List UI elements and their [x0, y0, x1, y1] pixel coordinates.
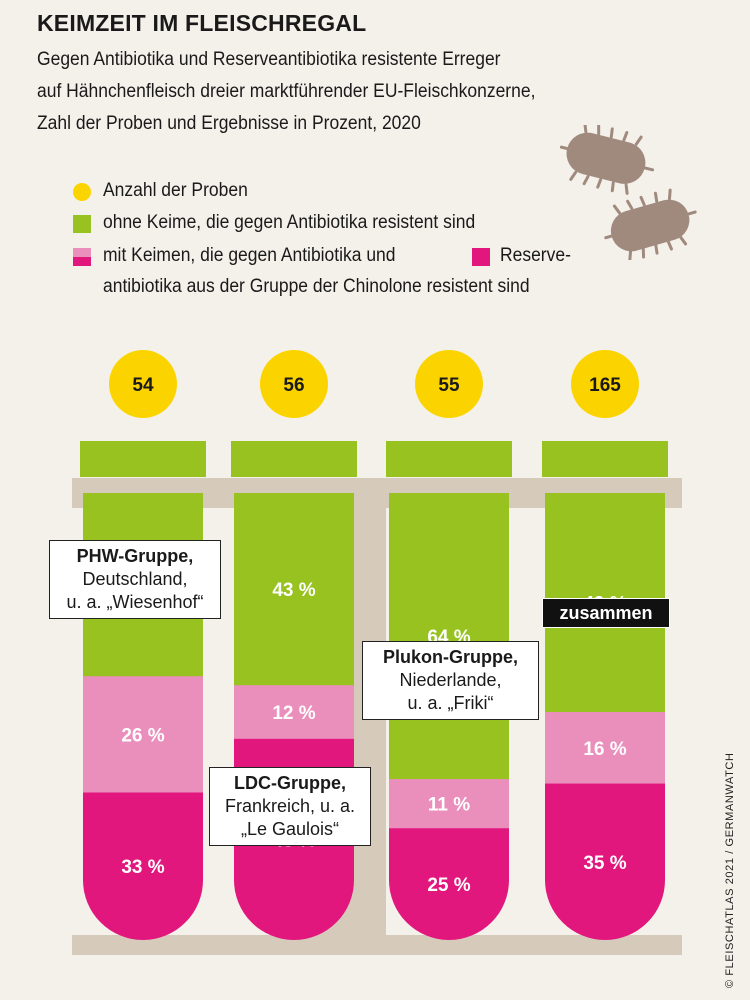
legend-no-germs-label: ohne Keime, die gegen Antibiotika resist…	[103, 212, 476, 233]
label-ldc-name: LDC-Gruppe,	[234, 773, 346, 793]
bar-segment	[545, 783, 665, 940]
sample-count-badge	[260, 350, 328, 418]
bar-segment	[389, 493, 509, 780]
sample-count-label: 55	[438, 375, 460, 396]
legend-samples-swatch	[73, 183, 91, 201]
value-label: 26 %	[121, 725, 164, 746]
label-ldc-country: Frankreich, u. a.	[224, 796, 356, 816]
value-label: 25 %	[427, 875, 470, 896]
legend-antibiotics-swatch	[73, 248, 91, 257]
sample-count-badge	[109, 350, 177, 418]
label-plukon-brand: u. a. „Friki“	[407, 693, 494, 713]
legend-reserve-label-2: antibiotika aus der Gruppe der Chinolone…	[103, 276, 530, 297]
sample-count-badge	[415, 350, 483, 418]
label-phw-name: PHW-Gruppe,	[76, 546, 194, 566]
tube-rim	[542, 441, 668, 477]
tube-rim	[386, 441, 512, 477]
label-plukon-country: Niederlande,	[399, 670, 502, 690]
legend-no-germs-swatch	[73, 215, 91, 233]
bacterium-icon	[560, 125, 655, 195]
label-plukon-name: Plukon-Gruppe,	[383, 647, 518, 667]
label-ldc-brand: „Le Gaulois“	[240, 819, 340, 839]
value-label: 35 %	[583, 853, 626, 874]
subtitle-line-1: Gegen Antibiotika und Reserveantibiotika…	[37, 49, 501, 70]
sample-count-badge	[571, 350, 639, 418]
subtitle-line-3: Zahl der Proben und Ergebnisse in Prozen…	[37, 113, 421, 134]
bar-segment	[389, 828, 509, 940]
legend-samples-label: Anzahl der Proben	[103, 180, 248, 201]
bar-segment	[83, 792, 203, 940]
tube-rim	[80, 441, 206, 477]
label-ldc: LDC-Gruppe, Frankreich, u. a. „Le Gauloi…	[209, 767, 371, 846]
value-label: 43 %	[272, 580, 315, 601]
legend-reserve-swatch	[472, 248, 490, 266]
tube-rim	[231, 441, 357, 477]
bacterium-icon	[604, 188, 697, 260]
legend-antibiotics-swatch-bottom	[73, 257, 91, 266]
sample-count-label: 165	[589, 375, 621, 396]
bar-segment	[545, 712, 665, 785]
value-label: 33 %	[121, 857, 164, 878]
legend-reserve-label: Reserve-	[500, 245, 571, 266]
label-phw: PHW-Gruppe, Deutschland, u. a. „Wiesenho…	[49, 540, 221, 619]
value-label: 12 %	[272, 703, 315, 724]
bar-segment	[389, 779, 509, 829]
sample-count-label: 54	[132, 375, 154, 396]
bar-segment	[234, 685, 354, 740]
label-together: zusammen	[542, 598, 670, 628]
source-credit: © FLEISCHATLAS 2021 / GERMANWATCH	[724, 752, 736, 988]
subtitle-line-2: auf Hähnchenfleisch dreier marktführende…	[37, 81, 536, 102]
value-label: 11 %	[428, 795, 470, 816]
sample-count-label: 56	[283, 375, 304, 396]
legend-antibiotics-label: mit Keimen, die gegen Antibiotika und	[103, 245, 396, 266]
bacteria-illustration	[560, 125, 697, 260]
value-label: 16 %	[583, 739, 626, 760]
label-plukon: Plukon-Gruppe, Niederlande, u. a. „Friki…	[362, 641, 539, 720]
rack-base	[72, 935, 682, 955]
label-phw-brand: u. a. „Wiesenhof“	[66, 592, 204, 612]
label-phw-country: Deutschland,	[82, 569, 188, 589]
bar-segment	[83, 676, 203, 793]
bar-segment	[234, 493, 354, 686]
chart-title: KEIMZEIT IM FLEISCHREGAL	[37, 10, 367, 36]
